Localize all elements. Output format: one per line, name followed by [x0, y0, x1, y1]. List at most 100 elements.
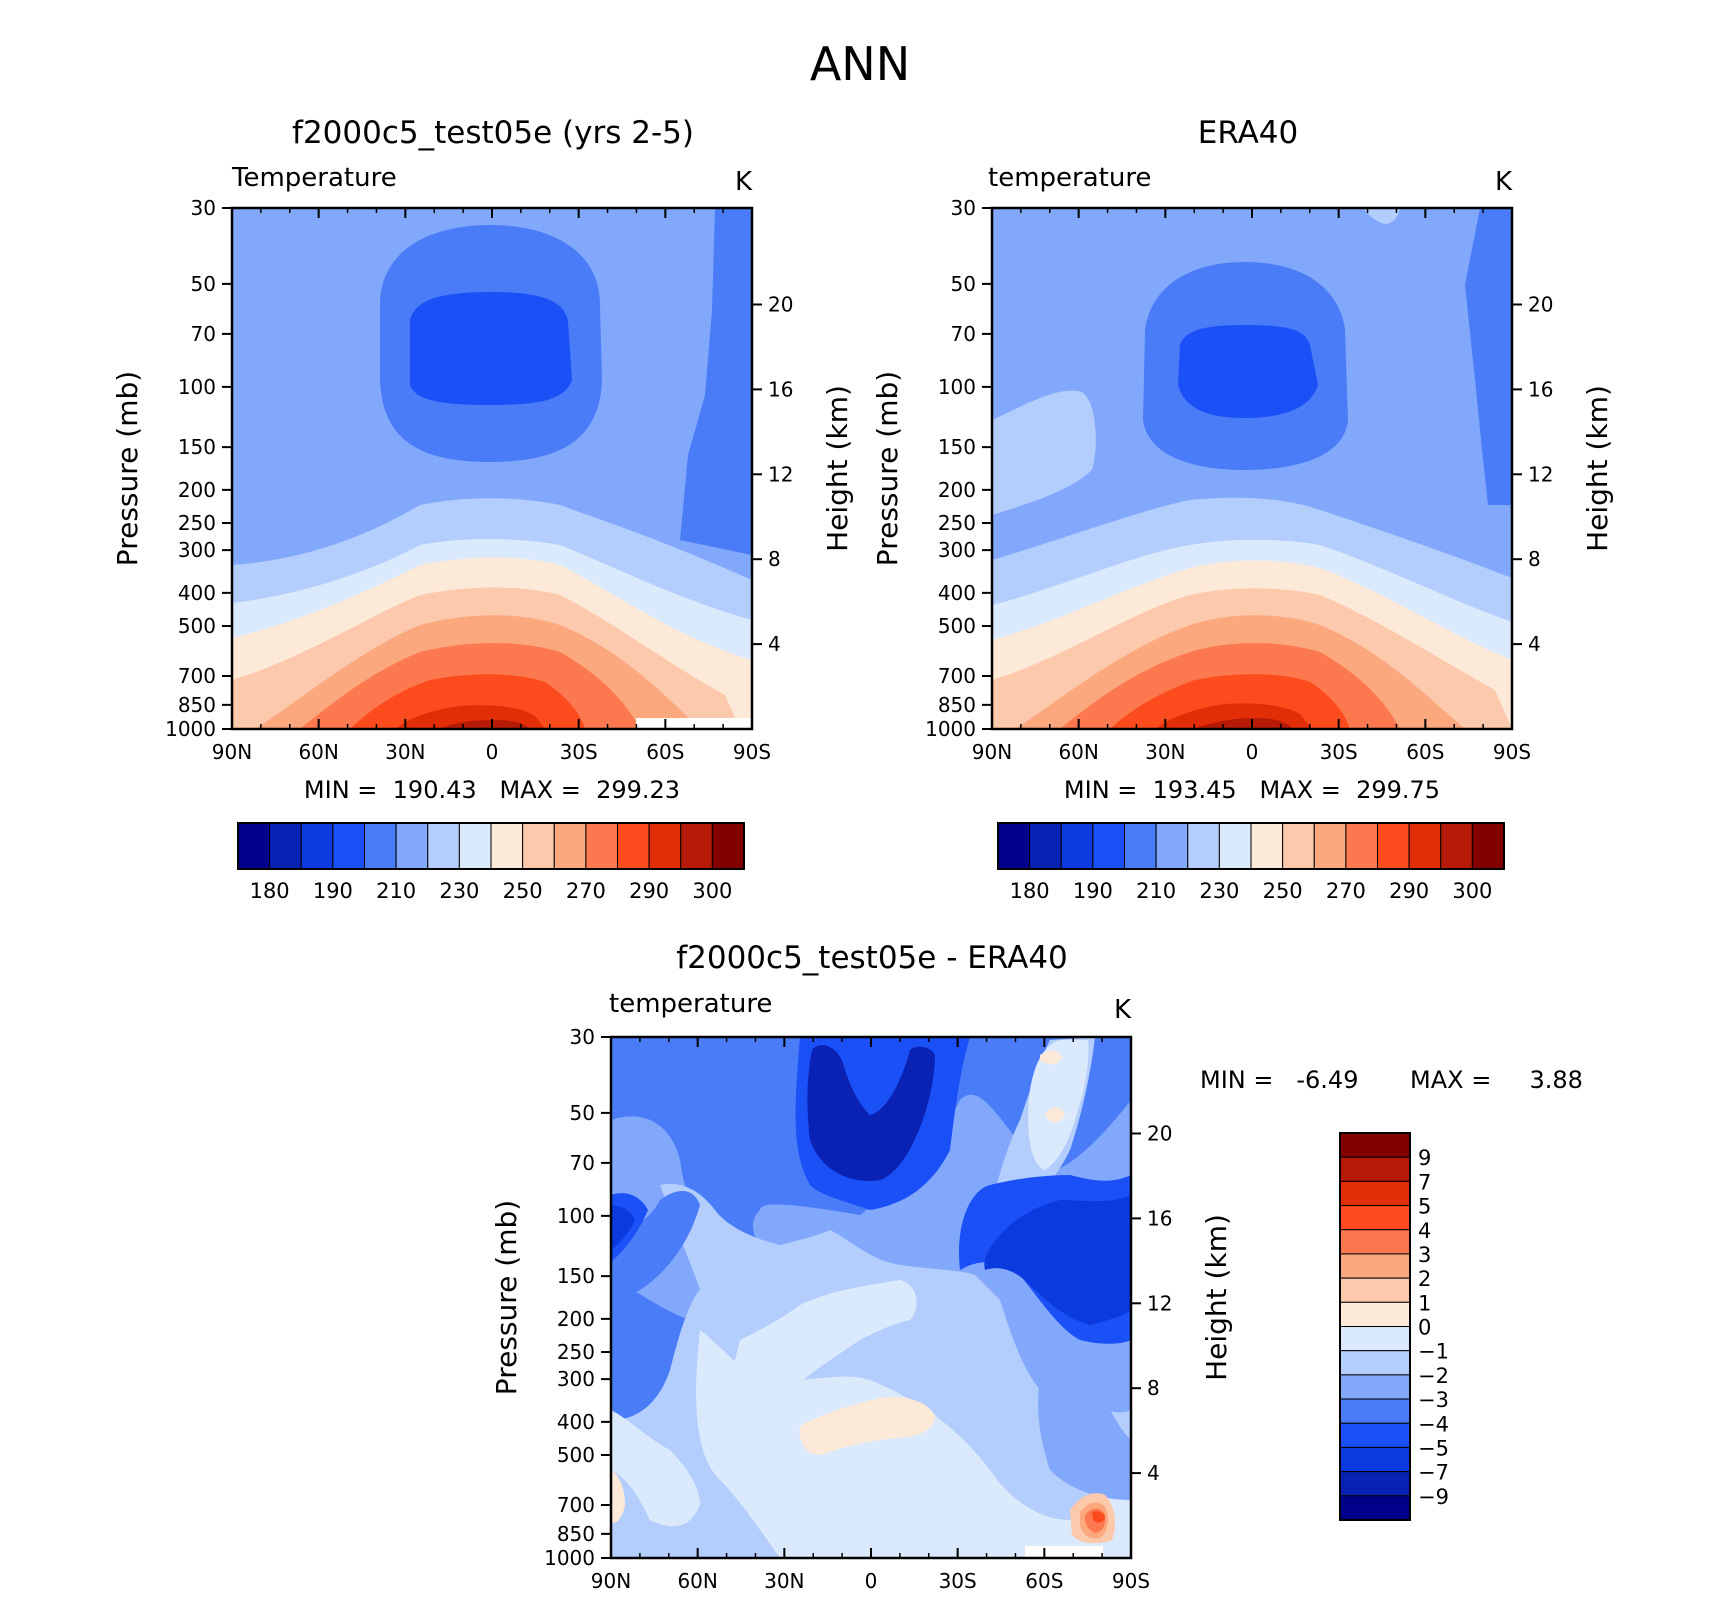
height-tick-label: 20	[1147, 1121, 1172, 1145]
colorbar-box	[680, 822, 713, 870]
lat-tick-label: 90N	[212, 740, 252, 764]
contour-fill	[807, 1045, 935, 1181]
contour-fill	[1040, 1050, 1062, 1065]
colorbar-label: 9	[1418, 1146, 1431, 1170]
colorbar-label: 250	[503, 879, 543, 903]
contour-fill	[730, 1280, 917, 1404]
contour-fill	[611, 1470, 625, 1523]
pressure-tick-label: 500	[557, 1443, 595, 1467]
colorbar-label: 210	[376, 879, 416, 903]
contour-field	[992, 208, 1512, 729]
pressure-tick-label: 70	[191, 322, 216, 346]
contour-fill	[611, 1410, 700, 1527]
pressure-tick-label: 150	[938, 435, 976, 459]
contour-fill	[680, 208, 752, 555]
colorbar-label: 300	[692, 879, 732, 903]
height-axis-label: Height (km)	[1200, 1214, 1233, 1381]
colorbar-box	[427, 822, 460, 870]
pressure-tick-label: 50	[570, 1101, 595, 1125]
lat-tick-label: 30N	[764, 1569, 804, 1593]
panel-model: f2000c5_test05e (yrs 2-5) Temperature K …	[111, 115, 854, 903]
height-tick-label: 20	[1528, 292, 1553, 316]
contour-fill	[992, 390, 1096, 515]
colorbar-label: −4	[1418, 1412, 1449, 1436]
colorbar-box	[648, 822, 682, 870]
colorbar-box	[237, 822, 271, 870]
colorbar-frame	[1339, 1132, 1411, 1521]
panel-variable: Temperature	[231, 163, 397, 193]
colorbar-label: 290	[629, 879, 669, 903]
colorbar-box	[1092, 822, 1125, 870]
pressure-tick-label: 1000	[165, 717, 216, 741]
colorbar-box	[490, 822, 524, 870]
pressure-tick-label: 300	[557, 1367, 595, 1391]
panel-title: ERA40	[1198, 115, 1299, 151]
lat-tick-label: 90S	[733, 740, 771, 764]
contour-fill	[1195, 718, 1292, 729]
panel-difference: f2000c5_test05e - ERA40 temperature K	[490, 940, 1583, 1593]
panel-units: K	[735, 167, 753, 197]
pressure-tick-label: 850	[557, 1522, 595, 1546]
panel-title: f2000c5_test05e (yrs 2-5)	[292, 115, 694, 151]
panel-units: K	[1114, 995, 1132, 1025]
pressure-tick-label: 150	[557, 1264, 595, 1288]
pressure-tick-label: 400	[938, 581, 976, 605]
colorbar-box	[1440, 822, 1473, 870]
height-tick-label: 12	[768, 462, 793, 486]
lat-tick-label: 90N	[591, 1569, 631, 1593]
contour-fill	[696, 1330, 1131, 1558]
colorbar-label: 1	[1418, 1291, 1431, 1315]
colorbar-label: −7	[1418, 1461, 1449, 1485]
colorbar-box	[1187, 822, 1220, 870]
colorbar-label: 210	[1136, 879, 1176, 903]
colorbar-box	[332, 822, 365, 870]
pressure-tick-label: 400	[178, 581, 216, 605]
colorbar-label: 180	[1010, 879, 1050, 903]
lat-tick-label: 0	[1246, 740, 1259, 764]
contour-fill	[1092, 1511, 1105, 1523]
colorbar-box	[617, 822, 650, 870]
pressure-tick-label: 700	[178, 664, 216, 688]
colorbar-box	[1029, 822, 1062, 870]
pressure-tick-label: 850	[938, 693, 976, 717]
colorbar: 180 190 210 230 250 270 290 300	[237, 822, 745, 903]
colorbar-box	[585, 822, 618, 870]
height-tick-label: 8	[1528, 547, 1541, 571]
height-tick-label: 20	[768, 292, 793, 316]
colorbar-box	[711, 822, 745, 870]
colorbar-label: 180	[250, 879, 290, 903]
lat-tick-label: 90N	[972, 740, 1012, 764]
max-label: MAX = 3.88	[1410, 1066, 1583, 1094]
colorbar-label: 2	[1418, 1267, 1431, 1291]
figure-title: ANN	[810, 37, 910, 91]
colorbar-box	[1313, 822, 1347, 870]
colorbar-box	[522, 822, 555, 870]
missing-data	[1025, 1546, 1103, 1558]
pressure-tick-label: 50	[191, 272, 216, 296]
colorbar-label: 270	[566, 879, 606, 903]
lat-tick-label: 0	[865, 1569, 878, 1593]
colorbar-frame	[237, 822, 745, 870]
contour-fill	[1028, 1040, 1089, 1170]
pressure-tick-label: 100	[178, 375, 216, 399]
height-tick-label: 4	[1147, 1461, 1160, 1485]
height-tick-label: 16	[768, 377, 793, 401]
colorbar-box	[1339, 1253, 1411, 1279]
pressure-tick-label: 250	[938, 511, 976, 535]
colorbar-box	[1218, 822, 1252, 870]
pressure-tick-label: 200	[938, 478, 976, 502]
colorbar-box	[1250, 822, 1284, 870]
pressure-tick-label: 250	[557, 1340, 595, 1364]
lat-tick-label: 90S	[1112, 1569, 1150, 1593]
pressure-tick-label: 30	[951, 196, 976, 220]
panel-variable: temperature	[609, 989, 772, 1019]
colorbar-label: 0	[1418, 1316, 1431, 1340]
pressure-tick-label: 300	[938, 538, 976, 562]
lat-tick-label: 30S	[939, 1569, 977, 1593]
pressure-tick-label: 30	[570, 1025, 595, 1049]
lat-tick-label: 60S	[646, 740, 684, 764]
colorbar-box	[269, 822, 302, 870]
contour-fill	[410, 292, 572, 405]
